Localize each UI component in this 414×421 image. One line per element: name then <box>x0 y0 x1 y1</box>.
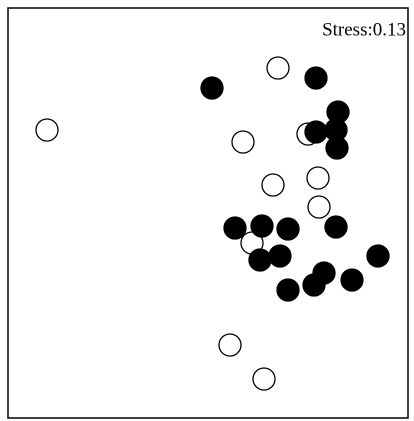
plot-frame <box>7 7 409 419</box>
open-point <box>231 130 255 154</box>
stress-annotation: Stress:0.13 <box>322 19 406 40</box>
open-point <box>261 173 285 197</box>
filled-point <box>366 244 390 268</box>
filled-point <box>248 248 272 272</box>
open-point <box>266 56 290 80</box>
open-point <box>306 166 330 190</box>
filled-point <box>304 66 328 90</box>
filled-point <box>340 268 364 292</box>
filled-point <box>302 273 326 297</box>
filled-point <box>276 217 300 241</box>
filled-point <box>200 76 224 100</box>
filled-point <box>325 136 349 160</box>
filled-point <box>250 214 274 238</box>
filled-point <box>324 215 348 239</box>
open-point <box>218 333 242 357</box>
open-point <box>35 118 59 142</box>
open-point <box>307 195 331 219</box>
filled-point <box>268 244 292 268</box>
open-point <box>252 367 276 391</box>
filled-point <box>304 120 328 144</box>
filled-point <box>276 278 300 302</box>
filled-point <box>223 216 247 240</box>
